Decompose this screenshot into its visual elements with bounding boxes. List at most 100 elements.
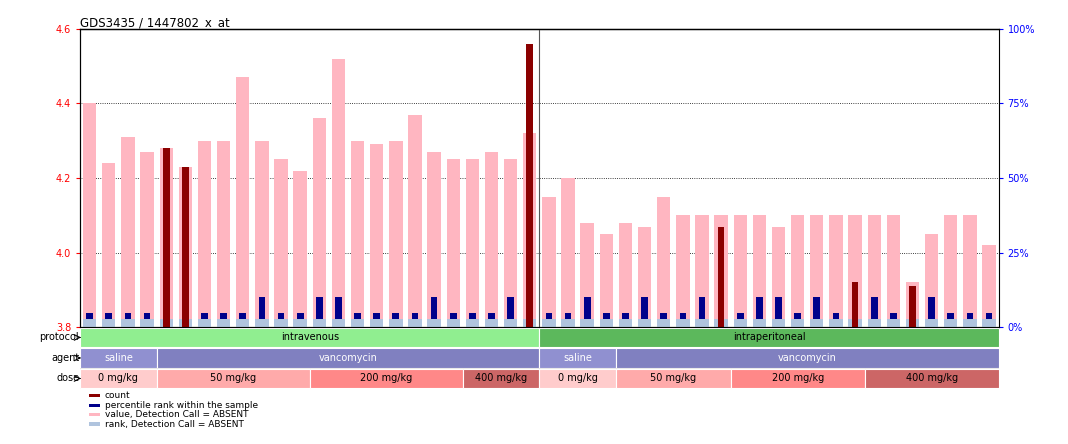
Bar bbox=[543, 197, 555, 327]
Bar bbox=[389, 141, 403, 327]
Bar bbox=[389, 319, 403, 327]
Bar bbox=[851, 282, 859, 327]
Bar bbox=[236, 77, 250, 327]
Bar bbox=[546, 313, 552, 319]
Bar bbox=[603, 313, 610, 319]
Bar bbox=[182, 167, 189, 327]
Text: saline: saline bbox=[104, 353, 132, 363]
Bar bbox=[983, 245, 995, 327]
Text: 0 mg/kg: 0 mg/kg bbox=[557, 373, 598, 384]
Bar bbox=[791, 319, 804, 327]
Text: 50 mg/kg: 50 mg/kg bbox=[650, 373, 696, 384]
Bar bbox=[539, 328, 999, 347]
Bar bbox=[140, 319, 154, 327]
Bar bbox=[983, 319, 995, 327]
Bar bbox=[718, 313, 724, 319]
Text: vancomycin: vancomycin bbox=[778, 353, 836, 363]
Bar bbox=[814, 297, 820, 319]
Text: 200 mg/kg: 200 mg/kg bbox=[360, 373, 412, 384]
Bar bbox=[157, 369, 310, 388]
Bar bbox=[731, 369, 865, 388]
Bar bbox=[753, 319, 766, 327]
Bar bbox=[355, 313, 361, 319]
Bar bbox=[274, 319, 287, 327]
Bar bbox=[622, 313, 629, 319]
Bar bbox=[925, 319, 939, 327]
Bar bbox=[239, 313, 246, 319]
Bar bbox=[236, 319, 250, 327]
Text: agent: agent bbox=[51, 353, 79, 363]
Bar bbox=[485, 152, 498, 327]
Bar bbox=[527, 297, 533, 319]
Bar bbox=[543, 319, 555, 327]
Text: rank, Detection Call = ABSENT: rank, Detection Call = ABSENT bbox=[105, 420, 244, 428]
Bar bbox=[718, 226, 724, 327]
Bar bbox=[909, 286, 916, 327]
Bar bbox=[698, 297, 705, 319]
Bar bbox=[162, 148, 170, 327]
Bar bbox=[539, 348, 616, 368]
Text: value, Detection Call = ABSENT: value, Detection Call = ABSENT bbox=[105, 410, 249, 419]
Bar bbox=[507, 297, 514, 319]
Bar bbox=[890, 313, 897, 319]
Text: intraperitoneal: intraperitoneal bbox=[733, 333, 805, 342]
Bar bbox=[446, 159, 460, 327]
Bar bbox=[466, 319, 480, 327]
Bar bbox=[775, 297, 782, 319]
Bar bbox=[616, 348, 999, 368]
Bar bbox=[83, 319, 96, 327]
Text: 400 mg/kg: 400 mg/kg bbox=[906, 373, 958, 384]
Bar bbox=[125, 313, 131, 319]
Bar bbox=[332, 59, 345, 327]
Bar bbox=[90, 413, 100, 416]
Bar bbox=[90, 394, 100, 397]
Bar bbox=[103, 163, 115, 327]
Bar bbox=[427, 152, 441, 327]
Bar bbox=[886, 215, 900, 327]
Bar bbox=[80, 369, 157, 388]
Bar bbox=[833, 313, 839, 319]
Bar bbox=[122, 137, 135, 327]
Bar bbox=[811, 215, 823, 327]
Bar bbox=[867, 319, 881, 327]
Bar bbox=[408, 319, 422, 327]
Bar bbox=[695, 319, 709, 327]
Bar bbox=[157, 348, 539, 368]
Bar bbox=[676, 319, 690, 327]
Bar bbox=[539, 369, 616, 388]
Bar bbox=[316, 297, 323, 319]
Bar bbox=[657, 197, 671, 327]
Bar bbox=[618, 223, 632, 327]
Text: vancomycin: vancomycin bbox=[318, 353, 377, 363]
Text: 50 mg/kg: 50 mg/kg bbox=[210, 373, 256, 384]
Bar bbox=[255, 141, 268, 327]
Bar bbox=[581, 223, 594, 327]
Text: 0 mg/kg: 0 mg/kg bbox=[98, 373, 139, 384]
Bar bbox=[313, 119, 326, 327]
Bar bbox=[734, 215, 747, 327]
Bar bbox=[297, 313, 303, 319]
Bar bbox=[618, 319, 632, 327]
Bar bbox=[848, 215, 862, 327]
Bar bbox=[714, 215, 727, 327]
Bar bbox=[450, 313, 457, 319]
Bar bbox=[638, 226, 651, 327]
Bar bbox=[485, 319, 498, 327]
Bar bbox=[944, 215, 957, 327]
Bar bbox=[925, 234, 939, 327]
Bar bbox=[523, 133, 536, 327]
Bar bbox=[370, 319, 383, 327]
Bar bbox=[159, 148, 173, 327]
Bar bbox=[462, 369, 539, 388]
Bar bbox=[427, 319, 441, 327]
Bar bbox=[278, 313, 284, 319]
Bar bbox=[351, 141, 364, 327]
Bar bbox=[430, 297, 438, 319]
Bar bbox=[122, 319, 135, 327]
Bar bbox=[791, 215, 804, 327]
Bar bbox=[599, 234, 613, 327]
Bar bbox=[641, 297, 648, 319]
Bar bbox=[469, 313, 475, 319]
Bar bbox=[370, 144, 383, 327]
Bar bbox=[906, 319, 920, 327]
